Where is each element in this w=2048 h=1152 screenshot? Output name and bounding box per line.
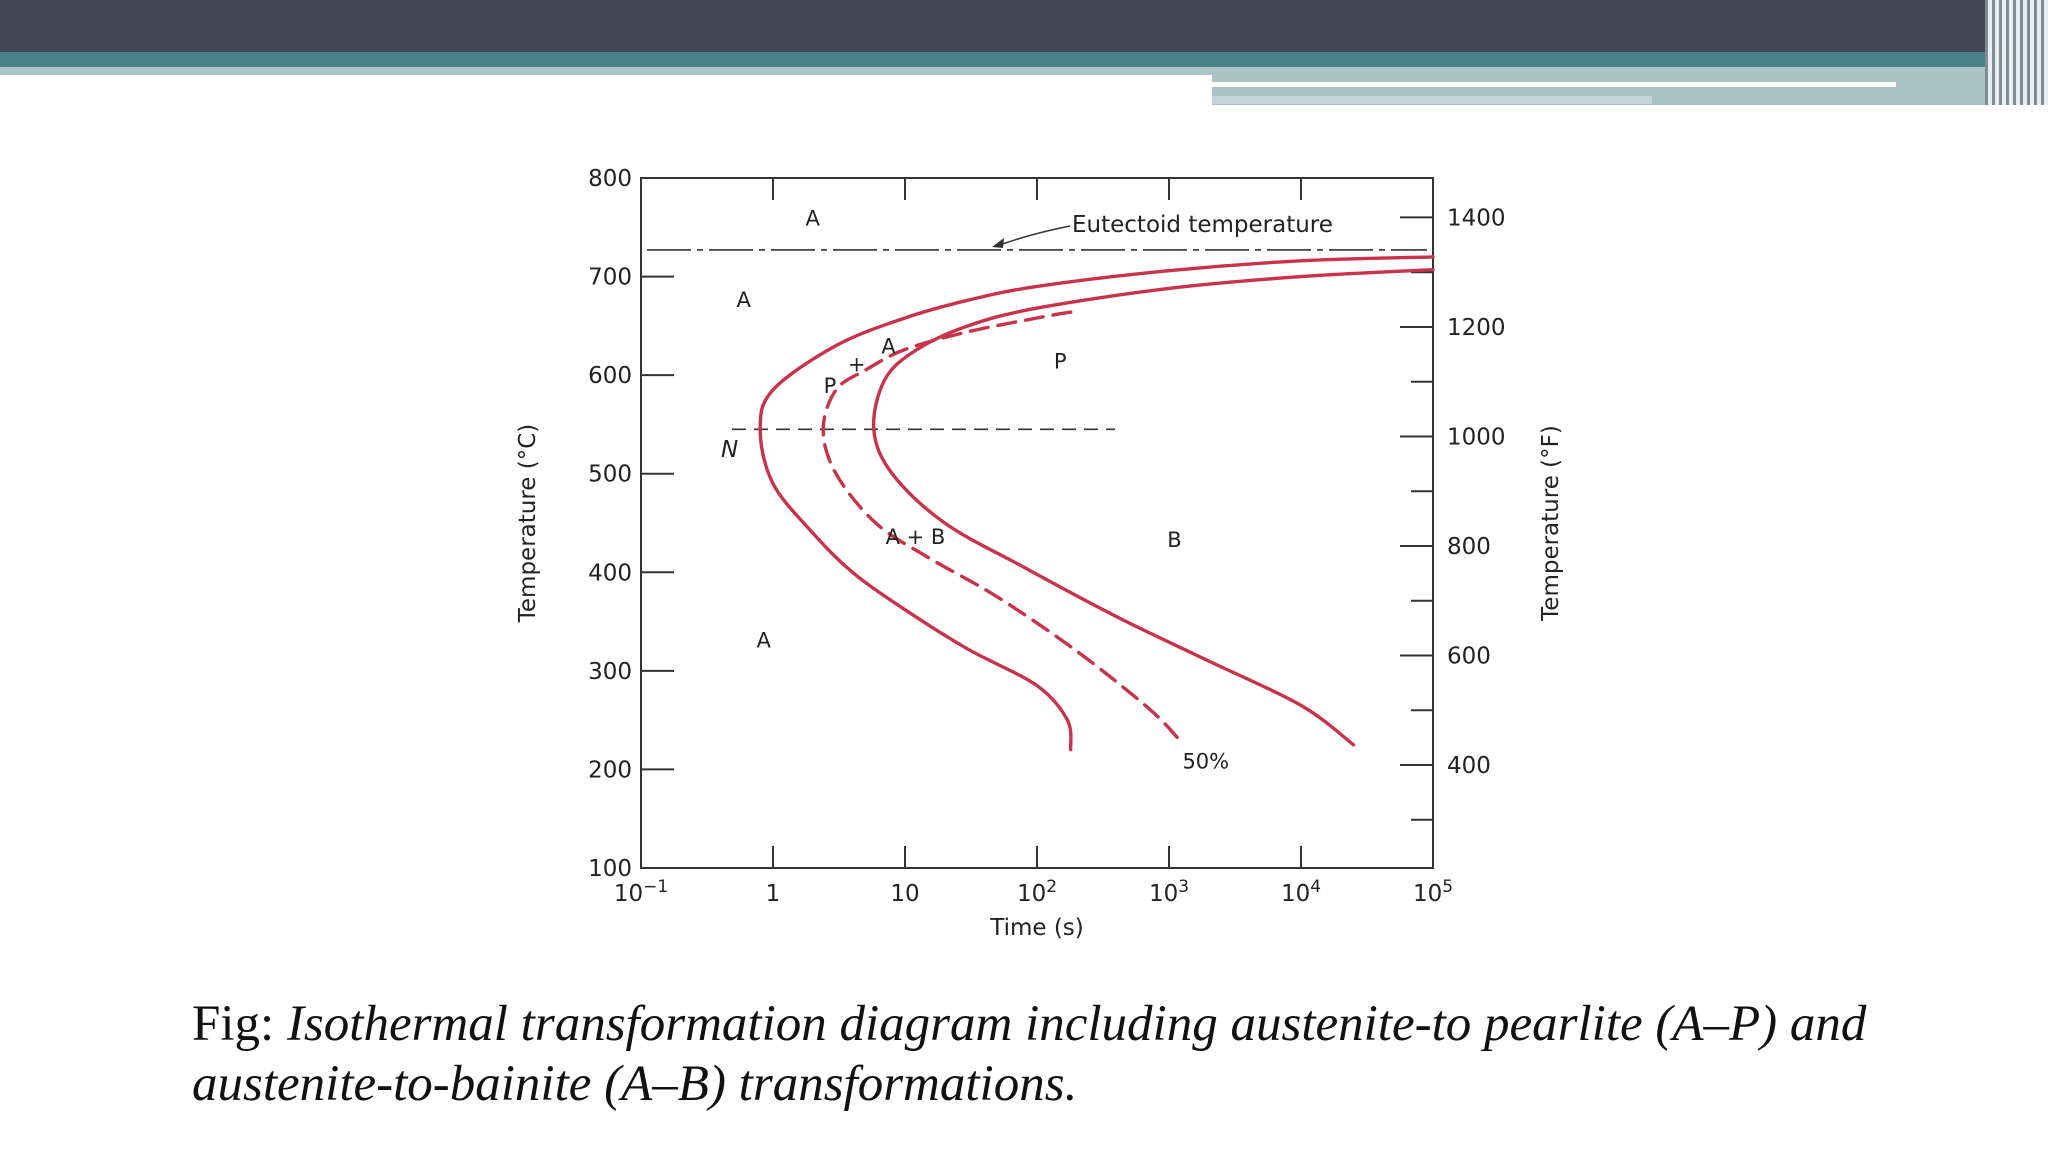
y-axis-label-right: Temperature (°F) [1538, 425, 1564, 622]
y-tick-label-left: 100 [588, 856, 632, 882]
region-label: A + B [886, 525, 946, 549]
nose-label: N [721, 437, 738, 463]
region-label: A [737, 288, 752, 312]
pearlite-austenite-label: + [848, 352, 866, 376]
x-tick-label: 10−1 [614, 877, 668, 907]
figure-caption: Fig: Isothermal transformation diagram i… [192, 994, 2012, 1114]
x-axis-label: Time (s) [989, 915, 1084, 941]
plot-frame [640, 177, 1434, 869]
region-label: A [756, 628, 771, 652]
pearlite-austenite-label: P [824, 374, 837, 398]
y-tick-label-right: 400 [1447, 753, 1491, 779]
caption-text: Isothermal transformation diagram includ… [192, 996, 1867, 1112]
header-band-light-lower [1212, 96, 1652, 104]
region-label: 50% [1182, 750, 1229, 774]
isothermal-transformation-chart: 10−1 1 10 102 103 104 105 100 200 300 400 500 600 700… [515, 166, 1564, 941]
caption-prefix: Fig: [192, 996, 287, 1052]
y-tick-label-left: 700 [588, 265, 632, 291]
header-divider-line [1212, 82, 1896, 87]
y-tick-label-right: 1400 [1447, 205, 1506, 231]
header-band-dark [0, 0, 2048, 52]
x-tick-label: 103 [1149, 877, 1189, 907]
header-band-light [0, 67, 1212, 75]
transformation-start-curve [758, 255, 1435, 752]
eutectoid-arrow-head [992, 238, 1004, 248]
y-tick-label-left: 300 [588, 659, 632, 685]
pearlite-austenite-label: A [881, 335, 896, 359]
transformation-50-percent-curve [821, 310, 1182, 742]
header-band-teal [0, 52, 2048, 67]
y-tick-label-left: 800 [588, 166, 632, 192]
eutectoid-label-arrow [999, 225, 1071, 246]
y-tick-label-left: 500 [588, 462, 632, 488]
eutectoid-temperature-label: Eutectoid temperature [1072, 212, 1333, 238]
region-label: B [1167, 528, 1181, 552]
x-tick-label: 1 [766, 881, 781, 907]
y-tick-label-right: 1000 [1447, 424, 1506, 450]
y-tick-label-left: 600 [588, 363, 632, 389]
y-tick-label-left: 400 [588, 560, 632, 586]
x-tick-label: 104 [1281, 877, 1321, 907]
header-stripes [1985, 0, 2048, 105]
region-label: A [806, 206, 821, 230]
y-axis-label-left: Temperature (°C) [515, 424, 541, 624]
region-label: P [1054, 349, 1067, 373]
x-tick-label: 10 [890, 881, 919, 907]
y-tick-label-left: 200 [588, 757, 632, 783]
x-tick-label: 105 [1413, 877, 1453, 907]
y-tick-label-right: 600 [1447, 644, 1491, 670]
transformation-finish-curve [871, 268, 1435, 747]
y-tick-label-right: 1200 [1447, 315, 1506, 341]
x-tick-label: 102 [1017, 877, 1057, 907]
y-tick-label-right: 800 [1447, 534, 1491, 560]
